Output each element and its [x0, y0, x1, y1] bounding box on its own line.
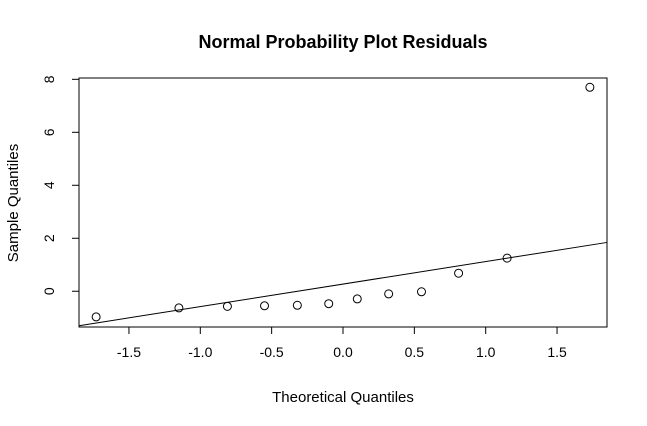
y-axis-label: Sample Quantiles — [5, 144, 22, 262]
y-tick-label: 2 — [41, 234, 57, 242]
x-tick-label: 0.0 — [333, 344, 353, 360]
data-point — [585, 82, 595, 92]
x-axis: -1.5 -1.0 -0.5 0.0 0.5 1.0 1.5 — [117, 326, 567, 360]
y-tick-label: 8 — [41, 75, 57, 83]
data-point — [292, 300, 302, 310]
data-point — [222, 301, 232, 311]
x-tick-label: -0.5 — [260, 344, 284, 360]
y-tick-label: 4 — [41, 181, 57, 189]
data-point — [352, 294, 362, 304]
reference-line — [78, 241, 608, 327]
y-tick-label: 6 — [41, 128, 57, 136]
x-tick-label: 1.5 — [547, 344, 567, 360]
chart-title: Normal Probability Plot Residuals — [198, 32, 487, 52]
x-axis-label: Theoretical Quantiles — [272, 389, 414, 406]
reference-line-group — [78, 241, 608, 327]
data-point — [91, 312, 101, 322]
x-tick-label: 0.5 — [405, 344, 425, 360]
y-axis: 0 2 4 6 8 — [41, 75, 80, 295]
data-point — [384, 289, 394, 299]
plot-frame — [78, 77, 608, 328]
data-point — [502, 253, 512, 263]
x-tick-label: 1.0 — [476, 344, 496, 360]
data-point — [260, 301, 270, 311]
x-tick-label: -1.5 — [117, 344, 141, 360]
data-points — [91, 82, 595, 322]
data-point — [454, 268, 464, 278]
data-point — [324, 299, 334, 309]
data-point — [416, 287, 426, 297]
y-tick-label: 0 — [41, 287, 57, 295]
x-tick-label: -1.0 — [188, 344, 212, 360]
data-point — [174, 303, 184, 313]
